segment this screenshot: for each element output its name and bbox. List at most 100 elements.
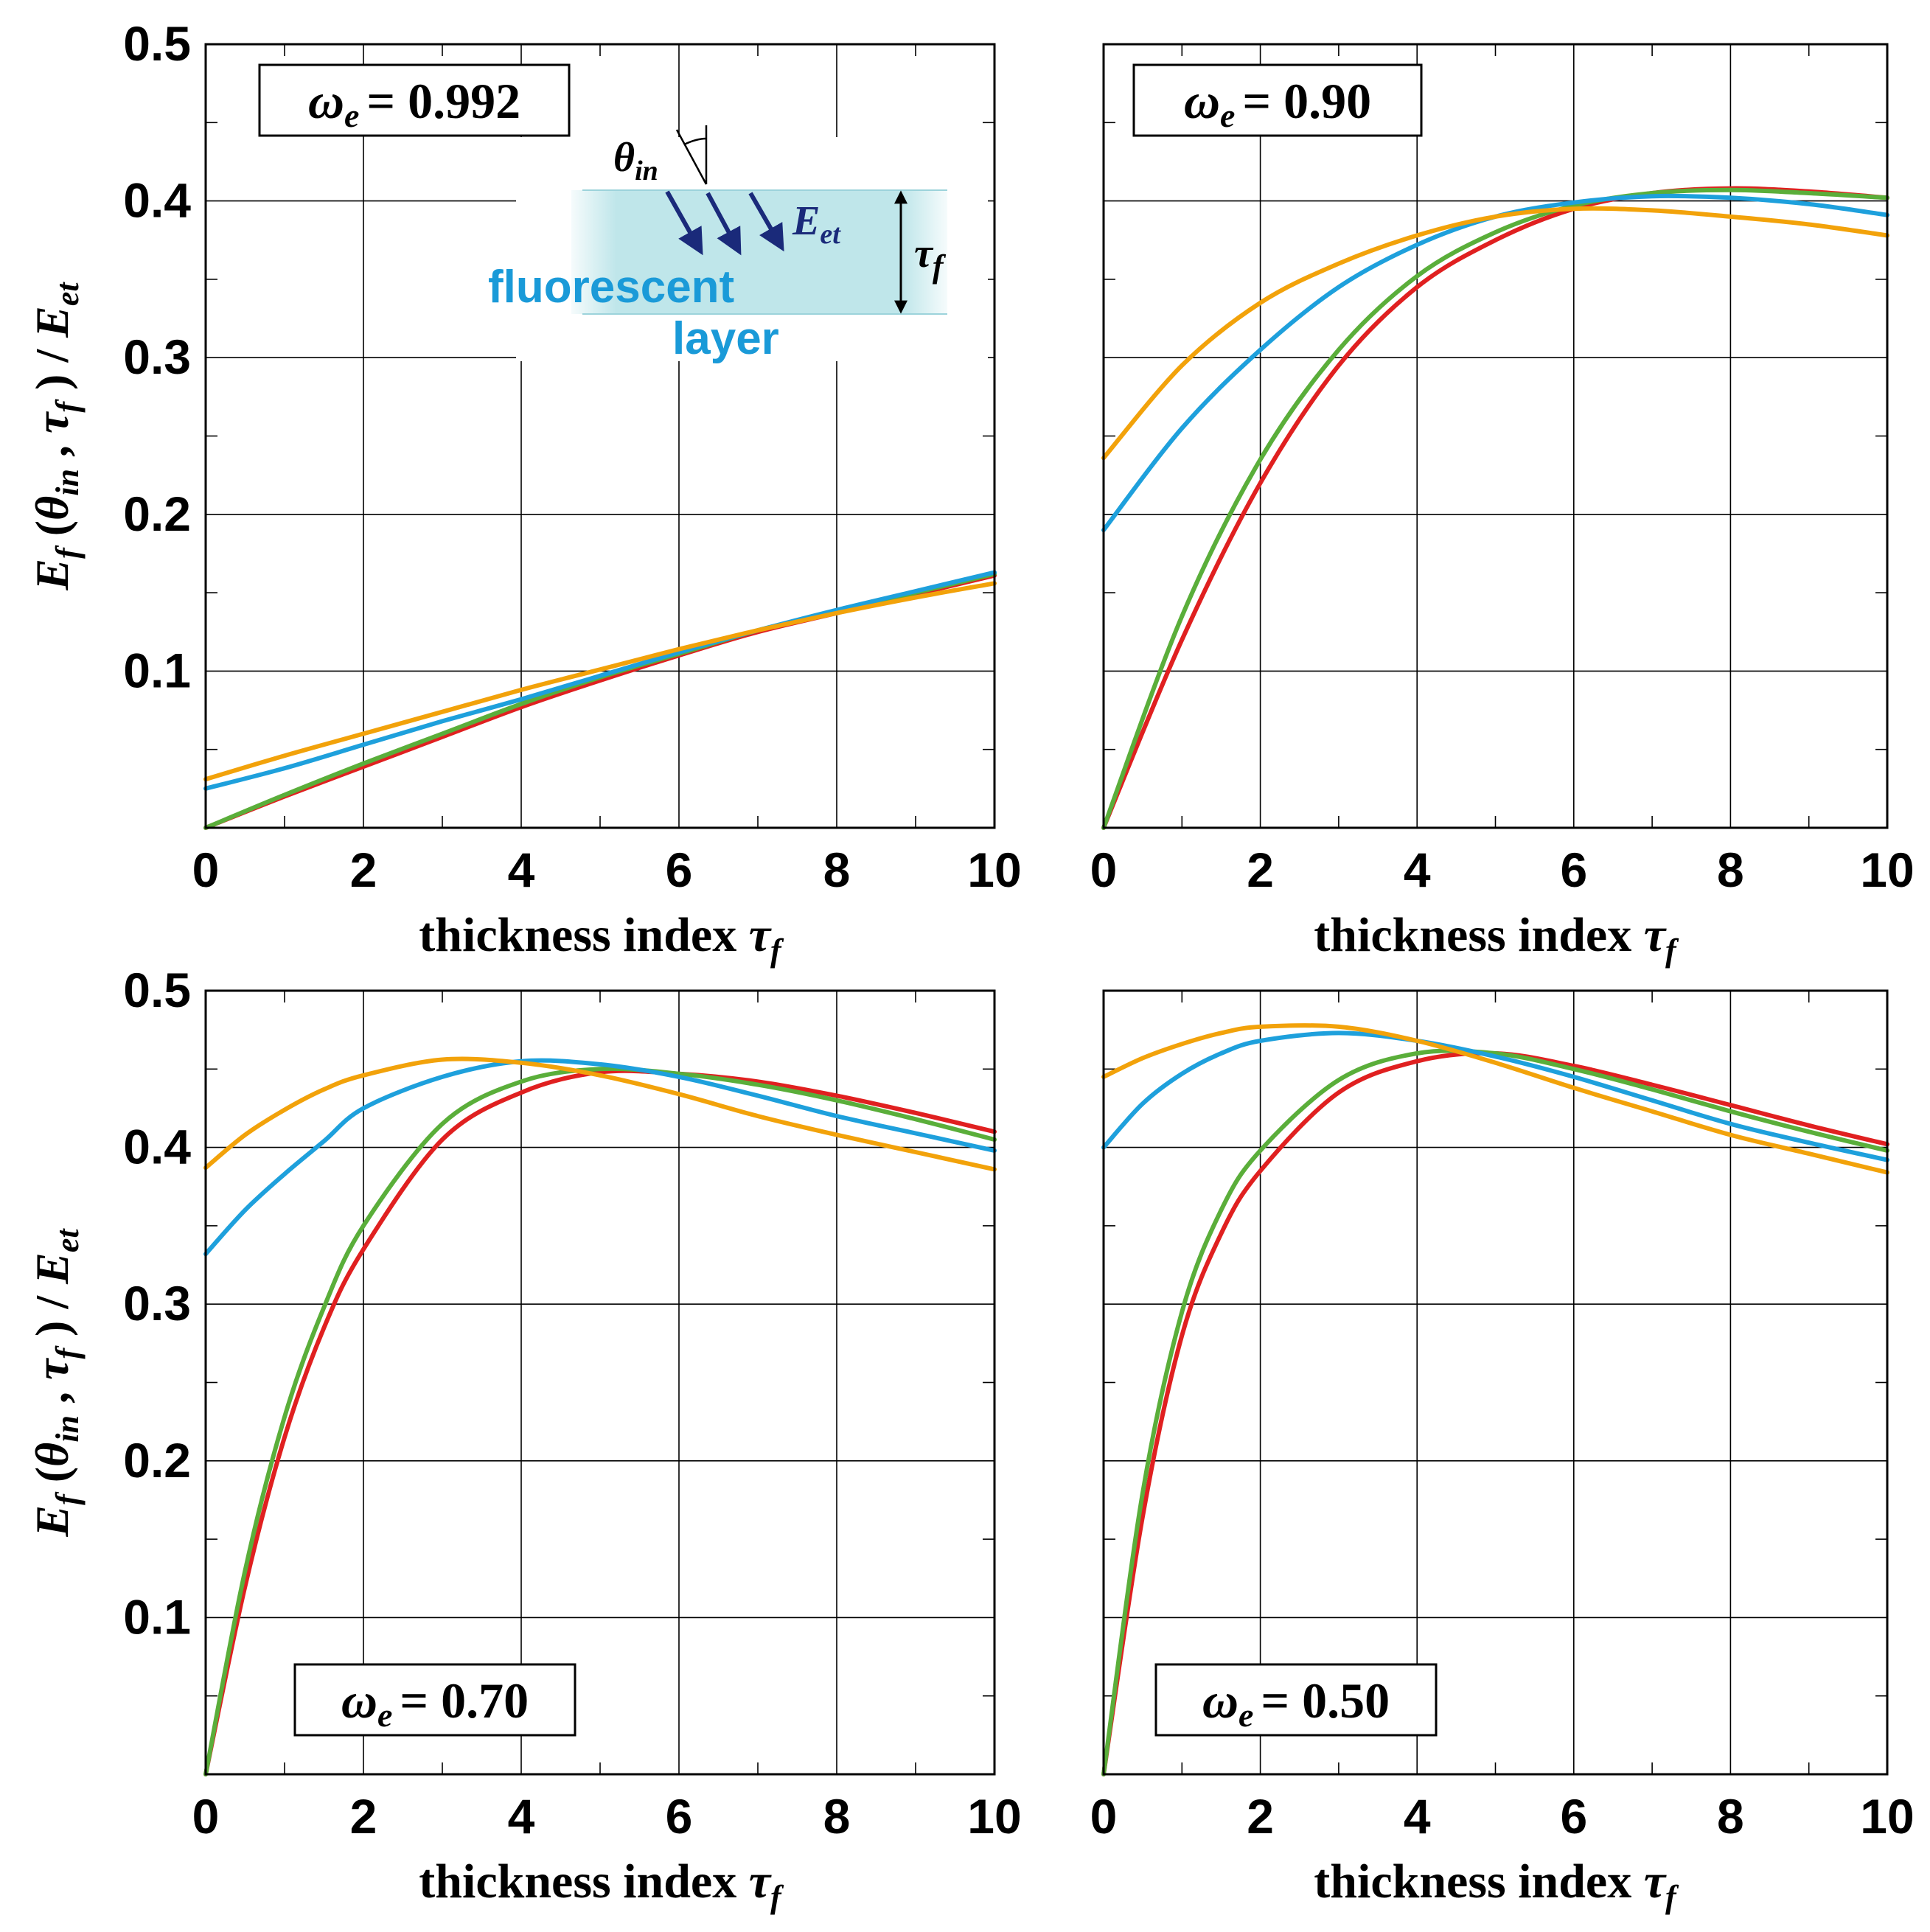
curves [1101,186,1889,830]
y-tick-label: 0.2 [123,487,191,541]
y-axis-title-top: Ef (θin , τf ) / Eet [26,282,86,591]
omega-annotation: ωe = 0.50 [1154,1663,1438,1737]
x-tick-label: 2 [1247,1789,1274,1844]
fluorescent-label: fluorescent [488,262,734,313]
x-tick-label: 0 [1090,843,1118,897]
curves [203,570,997,830]
annotation-text: ωe = 0.992 [308,73,520,134]
y-tick-labels: 0.1 0.2 0.3 0.4 0.5 [123,963,191,1644]
series-line-orange [203,1056,997,1172]
plot-frame [1102,989,1889,1776]
grid [1104,44,1887,828]
curves [203,1056,997,1776]
x-axis-title: thickness index τf [1314,908,1679,969]
x-tick-label: 10 [967,1789,1021,1844]
series-line-blue [1101,193,1889,533]
x-tick-label: 4 [508,843,535,897]
x-tick-label: 8 [1717,843,1744,897]
x-tick-label: 0 [1090,1789,1118,1844]
x-tick-label: 6 [666,843,693,897]
plot-frame [204,43,996,829]
x-tick-label: 10 [967,843,1021,897]
annotation-box [258,63,571,137]
y-tick-label: 0.5 [123,963,191,1017]
x-tick-label: 0 [192,1789,220,1844]
series-line-red [1101,186,1889,830]
x-axis-title: thickness index τf [419,908,784,969]
annotation-text: ωe = 0.90 [1184,73,1371,134]
incident-arrow-3 [748,192,784,252]
tau-f-label: τf [914,231,947,285]
x-tick-labels: 0 2 4 6 8 10 [192,843,1022,897]
x-tick-label: 10 [1860,1789,1914,1844]
y-tick-label: 0.5 [123,16,191,71]
series-line-blue [203,570,997,791]
x-tick-label: 8 [823,843,851,897]
x-tick-label: 2 [350,1789,377,1844]
series-line-green [203,1066,997,1776]
inset-diagram: θin Eet τf fluorescent layer [488,125,988,364]
x-tick-label: 2 [350,843,377,897]
x-axis-title: thickness index τf [419,1855,784,1915]
series-line-blue [1101,1030,1889,1162]
theta-in-label: θin [613,135,658,186]
x-tick-labels: 0 2 4 6 8 10 [1090,843,1915,897]
annotation-text: ωe = 0.70 [341,1673,529,1734]
x-tick-label: 4 [508,1789,535,1844]
curves [1101,1023,1889,1776]
series-line-blue [203,1058,997,1257]
x-tick-label: 0 [192,843,220,897]
plot-frame [1102,43,1889,829]
x-tick-label: 6 [1560,843,1587,897]
series-line-orange [203,581,997,782]
y-axis-title-bottom: Ef (θin , τf ) / Eet [26,1228,86,1538]
panel-top-left: 0 2 4 6 8 10 0.1 0.2 0.3 0.4 0.5 thickness index … [123,16,1021,969]
annotation-box [1154,1663,1438,1737]
series-line-orange [1101,1023,1889,1175]
y-tick-label: 0.2 [123,1433,191,1488]
angle-ray [675,129,708,185]
x-tick-label: 4 [1404,1789,1431,1844]
y-tick-labels: 0.1 0.2 0.3 0.4 0.5 [123,16,191,697]
y-tick-label: 0.4 [123,1120,191,1174]
x-tick-labels: 0 2 4 6 8 10 [1090,1789,1915,1844]
omega-annotation: ωe = 0.992 [258,63,571,137]
panel-top-right: 0 2 4 6 8 10 thickness index τf ωe = 0.90 [1090,43,1915,969]
y-tick-label: 0.1 [123,643,191,697]
x-tick-label: 2 [1247,843,1274,897]
annotation-box [293,1663,576,1737]
grid [206,991,994,1774]
e-et-label: Eet [792,198,841,250]
annotation-text: ωe = 0.50 [1202,1673,1390,1734]
x-axis-title: thickness index τf [1314,1855,1679,1915]
y-tick-label: 0.4 [123,173,191,228]
incident-arrow-2 [706,192,742,256]
x-tick-label: 8 [1717,1789,1744,1844]
series-line-red [1101,1050,1889,1776]
x-tick-label: 6 [1560,1789,1587,1844]
x-tick-label: 6 [666,1789,693,1844]
panel-bottom-right: 0 2 4 6 8 10 thickness index τf ωe = 0.50 [1090,989,1915,1915]
panel-bottom-left: 0 2 4 6 8 10 0.1 0.2 0.3 0.4 0.5 thickness index … [123,963,1021,1915]
x-tick-labels: 0 2 4 6 8 10 [192,1789,1022,1844]
series-line-orange [1101,206,1889,461]
x-tick-label: 8 [823,1789,851,1844]
series-line-red [203,1068,997,1776]
grid [1104,991,1887,1774]
series-line-green [1101,187,1889,830]
plot-frame [204,989,996,1776]
omega-annotation: ωe = 0.90 [1132,63,1423,137]
x-tick-label: 4 [1404,843,1431,897]
x-tick-label: 10 [1860,843,1914,897]
layer-label: layer [672,313,779,364]
series-line-green [203,571,997,830]
series-line-red [203,573,997,830]
y-tick-label: 0.3 [123,1276,191,1331]
annotation-box [1132,63,1423,137]
y-tick-label: 0.3 [123,329,191,384]
y-tick-label: 0.1 [123,1589,191,1644]
incident-arrow-1 [665,190,703,256]
series-line-green [1101,1048,1889,1776]
omega-annotation: ωe = 0.70 [293,1663,576,1737]
